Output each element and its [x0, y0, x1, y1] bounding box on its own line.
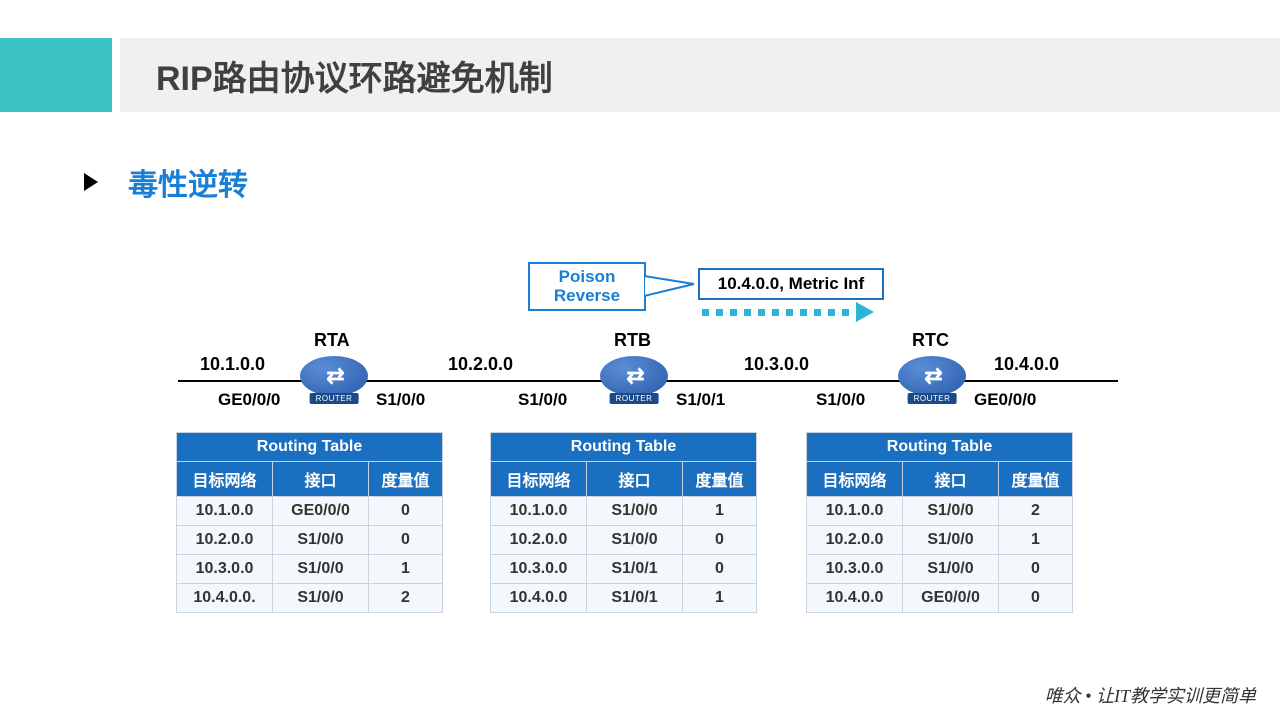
table-col-header: 目标网络: [177, 462, 273, 497]
table-row: 10.4.0.0.S1/0/02: [177, 584, 443, 613]
table-cell: 10.2.0.0: [177, 526, 273, 555]
table-row: 10.2.0.0S1/0/00: [491, 526, 757, 555]
poison-reverse-callout: PoisonReverse: [528, 262, 646, 311]
table-col-header: 接口: [903, 462, 999, 497]
table-cell: 2: [999, 497, 1073, 526]
router-name: RTC: [912, 330, 949, 351]
table-cell: S1/0/0: [587, 526, 683, 555]
table-row: 10.4.0.0S1/0/11: [491, 584, 757, 613]
interface-label-right: GE0/0/0: [974, 390, 1036, 410]
table-cell: 10.4.0.0: [807, 584, 903, 613]
interface-label-left: GE0/0/0: [218, 390, 280, 410]
router-name: RTA: [314, 330, 350, 351]
network-label: 10.1.0.0: [200, 354, 265, 375]
table-cell: 10.3.0.0: [491, 555, 587, 584]
network-label: 10.4.0.0: [994, 354, 1059, 375]
table-cell: S1/0/0: [587, 497, 683, 526]
table-cell: 0: [999, 584, 1073, 613]
table-col-header: 接口: [273, 462, 369, 497]
table-cell: 1: [683, 584, 757, 613]
table-cell: S1/0/0: [903, 555, 999, 584]
router-icon: ⇄ROUTER: [300, 356, 368, 406]
table-cell: 10.3.0.0: [807, 555, 903, 584]
table-cell: 10.1.0.0: [177, 497, 273, 526]
table-cell: S1/0/1: [587, 555, 683, 584]
table-row: 10.1.0.0S1/0/01: [491, 497, 757, 526]
table-cell: 0: [999, 555, 1073, 584]
table-cell: 1: [369, 555, 443, 584]
router-icon: ⇄ROUTER: [898, 356, 966, 406]
table-row: 10.2.0.0S1/0/00: [177, 526, 443, 555]
router-name: RTB: [614, 330, 651, 351]
table-cell: 0: [369, 497, 443, 526]
interface-label-left: S1/0/0: [518, 390, 567, 410]
table-col-header: 目标网络: [491, 462, 587, 497]
table-cell: 0: [369, 526, 443, 555]
table-cell: 10.1.0.0: [491, 497, 587, 526]
table-title: Routing Table: [491, 433, 757, 462]
table-cell: GE0/0/0: [903, 584, 999, 613]
interface-label-right: S1/0/0: [376, 390, 425, 410]
routing-table: Routing Table目标网络接口度量值10.1.0.0S1/0/0210.…: [806, 432, 1073, 613]
interface-label-left: S1/0/0: [816, 390, 865, 410]
table-col-header: 度量值: [369, 462, 443, 497]
table-cell: 10.2.0.0: [807, 526, 903, 555]
table-cell: S1/0/0: [273, 584, 369, 613]
subtitle-text: 毒性逆转: [128, 160, 248, 204]
table-row: 10.3.0.0S1/0/00: [807, 555, 1073, 584]
table-col-header: 接口: [587, 462, 683, 497]
table-cell: 0: [683, 526, 757, 555]
table-cell: S1/0/0: [273, 555, 369, 584]
title-accent: [0, 38, 112, 112]
table-row: 10.1.0.0S1/0/02: [807, 497, 1073, 526]
routing-table: Routing Table目标网络接口度量值10.1.0.0GE0/0/0010…: [176, 432, 443, 613]
table-title: Routing Table: [177, 433, 443, 462]
metric-callout: 10.4.0.0, Metric Inf: [698, 268, 884, 300]
table-cell: 1: [999, 526, 1073, 555]
table-row: 10.4.0.0GE0/0/00: [807, 584, 1073, 613]
table-cell: S1/0/0: [273, 526, 369, 555]
callout-tail-icon: [644, 272, 696, 300]
footer-text: 唯众 • 让IT教学实训更简单: [1045, 682, 1256, 708]
table-cell: 10.4.0.0: [491, 584, 587, 613]
table-cell: 1: [683, 497, 757, 526]
table-cell: S1/0/0: [903, 497, 999, 526]
routing-table: Routing Table目标网络接口度量值10.1.0.0S1/0/0110.…: [490, 432, 757, 613]
network-label: 10.2.0.0: [448, 354, 513, 375]
table-cell: 10.4.0.0.: [177, 584, 273, 613]
table-row: 10.2.0.0S1/0/01: [807, 526, 1073, 555]
table-cell: 10.2.0.0: [491, 526, 587, 555]
update-arrow-icon: [702, 308, 874, 316]
table-col-header: 度量值: [999, 462, 1073, 497]
router-icon: ⇄ROUTER: [600, 356, 668, 406]
interface-label-right: S1/0/1: [676, 390, 725, 410]
table-row: 10.3.0.0S1/0/01: [177, 555, 443, 584]
page-title: RIP路由协议环路避免机制: [156, 51, 553, 100]
table-col-header: 度量值: [683, 462, 757, 497]
bullet-triangle-icon: [84, 173, 98, 191]
table-cell: S1/0/0: [903, 526, 999, 555]
subtitle-row: 毒性逆转: [84, 160, 248, 204]
table-cell: S1/0/1: [587, 584, 683, 613]
network-label: 10.3.0.0: [744, 354, 809, 375]
table-cell: 2: [369, 584, 443, 613]
table-row: 10.1.0.0GE0/0/00: [177, 497, 443, 526]
table-cell: 10.3.0.0: [177, 555, 273, 584]
table-cell: 0: [683, 555, 757, 584]
title-bar: RIP路由协议环路避免机制: [0, 38, 1280, 112]
table-row: 10.3.0.0S1/0/10: [491, 555, 757, 584]
table-col-header: 目标网络: [807, 462, 903, 497]
table-cell: GE0/0/0: [273, 497, 369, 526]
table-cell: 10.1.0.0: [807, 497, 903, 526]
table-title: Routing Table: [807, 433, 1073, 462]
title-background: RIP路由协议环路避免机制: [120, 38, 1280, 112]
